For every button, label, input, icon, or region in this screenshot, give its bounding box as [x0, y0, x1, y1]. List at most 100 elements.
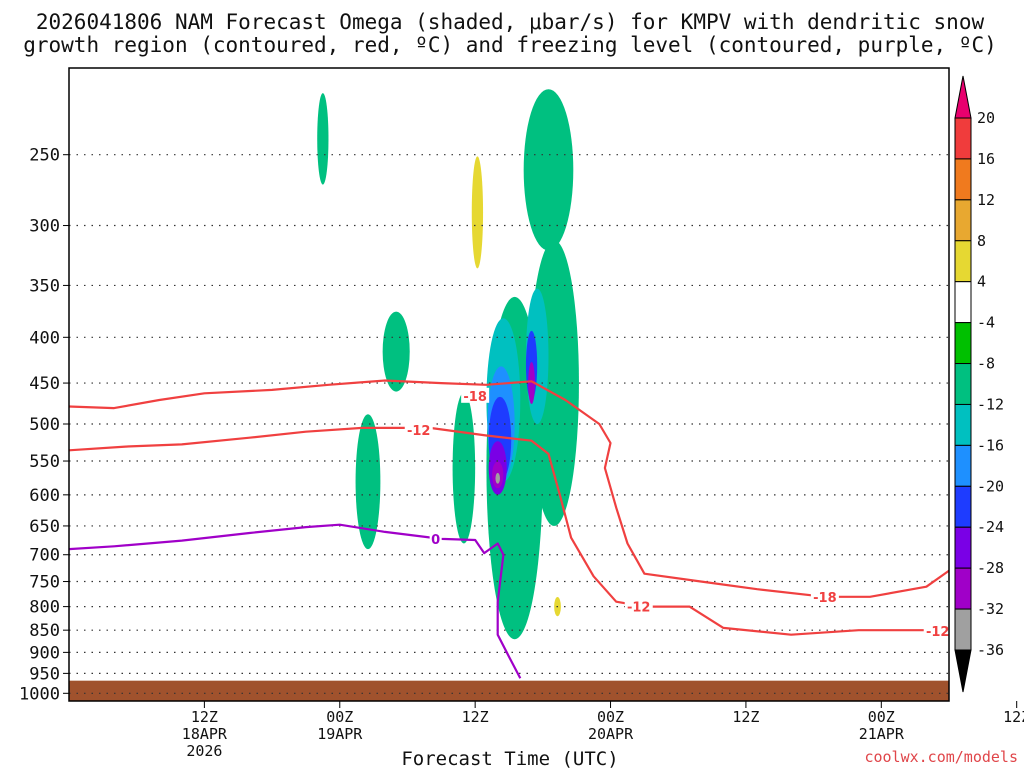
x-tick-label-0-2: 2026 — [186, 742, 222, 760]
colorbar-label-0: 20 — [977, 109, 995, 127]
omega-region-0 — [69, 456, 81, 520]
y-tick-label-300: 300 — [29, 217, 60, 237]
y-tick-label-750: 750 — [29, 573, 60, 593]
dgz-contour-label-2: -12 — [627, 601, 651, 616]
colorbar-label-12: -32 — [977, 600, 1004, 618]
pressure-axis: 2503003504004505005506006507007508008509… — [19, 146, 69, 704]
dgz-contour-label-1: -12 — [407, 424, 431, 439]
omega-colorbar: 20 16 12 8 4 -4 -8 -12 -16 -20 -24 -28 -32 -36 — [954, 75, 1004, 693]
colorbar-swatch-1 — [954, 158, 972, 201]
colorbar-label-11: -28 — [977, 559, 1004, 577]
omega-region-10 — [471, 156, 484, 269]
omega-region-5 — [382, 311, 410, 392]
freezing-contour-label-0: 0 — [431, 533, 440, 548]
y-tick-label-850: 850 — [29, 621, 60, 641]
y-tick-label-800: 800 — [29, 598, 60, 618]
omega-region-1 — [225, 129, 240, 226]
colorbar-label-4: 4 — [977, 273, 986, 291]
x-tick-label-3-1: 20APR — [588, 725, 634, 743]
y-tick-label-450: 450 — [29, 374, 60, 394]
colorbar-swatch-11 — [954, 567, 972, 610]
omega-region-6 — [355, 414, 381, 550]
colorbar-label-8: -16 — [977, 436, 1004, 454]
colorbar-bottom-arrow — [954, 649, 972, 693]
chart-title-line-1: 2026041806 NAM Forecast Omega (shaded, μ… — [36, 10, 985, 34]
colorbar-label-6: -8 — [977, 355, 995, 373]
y-tick-label-350: 350 — [29, 276, 60, 296]
colorbar-label-3: 8 — [977, 232, 986, 250]
chart-title-line-2: growth region (contoured, red, ºC) and f… — [23, 33, 997, 57]
colorbar-label-10: -24 — [977, 518, 1004, 536]
colorbar-swatch-4 — [954, 281, 972, 324]
x-tick-label-1-1: 19APR — [317, 725, 363, 743]
omega-region-28 — [757, 637, 780, 645]
y-tick-label-550: 550 — [29, 452, 60, 472]
omega-region-29 — [827, 604, 868, 637]
x-tick-label-1-0: 00Z — [326, 708, 353, 726]
y-tick-label-700: 700 — [29, 546, 60, 566]
omega-region-7 — [305, 638, 352, 649]
omega-region-3 — [364, 98, 383, 257]
colorbar-swatch-10 — [954, 526, 972, 569]
colorbar-swatch-0 — [954, 117, 972, 160]
colorbar-swatch-12 — [954, 608, 972, 651]
dgz-contour-label-0-bg — [461, 387, 490, 403]
contour-label-layer: -18 -12 -12 -18 -12 0 — [404, 387, 950, 640]
x-tick-label-6-0: 12Z — [1003, 708, 1024, 726]
colorbar-label-13: -36 — [977, 641, 1004, 659]
omega-region-2 — [317, 93, 329, 185]
omega-region-4 — [353, 337, 361, 366]
omega-region-25 — [604, 533, 651, 587]
y-tick-label-250: 250 — [29, 146, 60, 166]
dgz-contour-label-4: -12 — [926, 625, 950, 640]
dgz-contour-label-4-bg — [923, 623, 949, 639]
dgz-contour-label-3: -18 — [813, 591, 837, 606]
x-tick-label-5-0: 00Z — [868, 708, 895, 726]
omega-region-22 — [528, 362, 535, 405]
ground-surface — [69, 680, 949, 701]
omega-region-11 — [523, 89, 574, 251]
colorbar-swatch-9 — [954, 485, 972, 528]
dgz-contour-0 — [69, 379, 949, 598]
omega-region-19 — [495, 472, 500, 484]
colorbar-label-2: 12 — [977, 191, 995, 209]
dgz-contour-label-1-bg — [404, 422, 433, 438]
y-tick-label-600: 600 — [29, 486, 60, 506]
colorbar-top-arrow — [954, 75, 972, 119]
colorbar-swatch-6 — [954, 363, 972, 405]
x-tick-label-3-0: 00Z — [597, 708, 624, 726]
y-tick-label-950: 950 — [29, 664, 60, 684]
y-tick-label-400: 400 — [29, 328, 60, 348]
x-tick-label-0-0: 12Z — [191, 708, 218, 726]
freezing-contour-label-0-bg — [429, 530, 442, 546]
dgz-contour-label-0: -18 — [463, 390, 487, 405]
y-tick-label-650: 650 — [29, 517, 60, 537]
colorbar-swatch-5 — [954, 322, 972, 365]
x-tick-label-2-0: 12Z — [462, 708, 489, 726]
y-tick-label-1000: 1000 — [19, 684, 60, 704]
x-tick-label-4-0: 12Z — [732, 708, 759, 726]
colorbar-label-1: 16 — [977, 150, 995, 168]
colorbar-label-9: -20 — [977, 477, 1004, 495]
omega-shading-layer — [69, 86, 868, 649]
x-tick-label-0-1: 18APR — [182, 725, 228, 743]
omega-region-24 — [580, 544, 608, 587]
colorbar-swatch-3 — [954, 240, 972, 283]
colorbar-label-7: -12 — [977, 395, 1004, 413]
freezing-level-contour-0 — [69, 523, 522, 679]
plot-frame — [68, 67, 950, 702]
y-tick-label-900: 900 — [29, 643, 60, 663]
colorbar-swatch-2 — [954, 199, 972, 242]
colorbar-swatch-8 — [954, 444, 972, 487]
colorbar-label-5: -4 — [977, 314, 995, 332]
y-tick-label-500: 500 — [29, 415, 60, 435]
colorbar-swatch-7 — [954, 403, 972, 446]
plot-area: -18 -12 -12 -18 -12 0 — [69, 68, 950, 701]
omega-region-27 — [621, 316, 656, 396]
x-axis-label: Forecast Time (UTC) — [401, 748, 618, 768]
x-tick-label-5-1: 21APR — [859, 725, 905, 743]
credit-text: coolwx.com/models — [864, 748, 1018, 766]
dgz-contour-label-2-bg — [624, 598, 653, 614]
